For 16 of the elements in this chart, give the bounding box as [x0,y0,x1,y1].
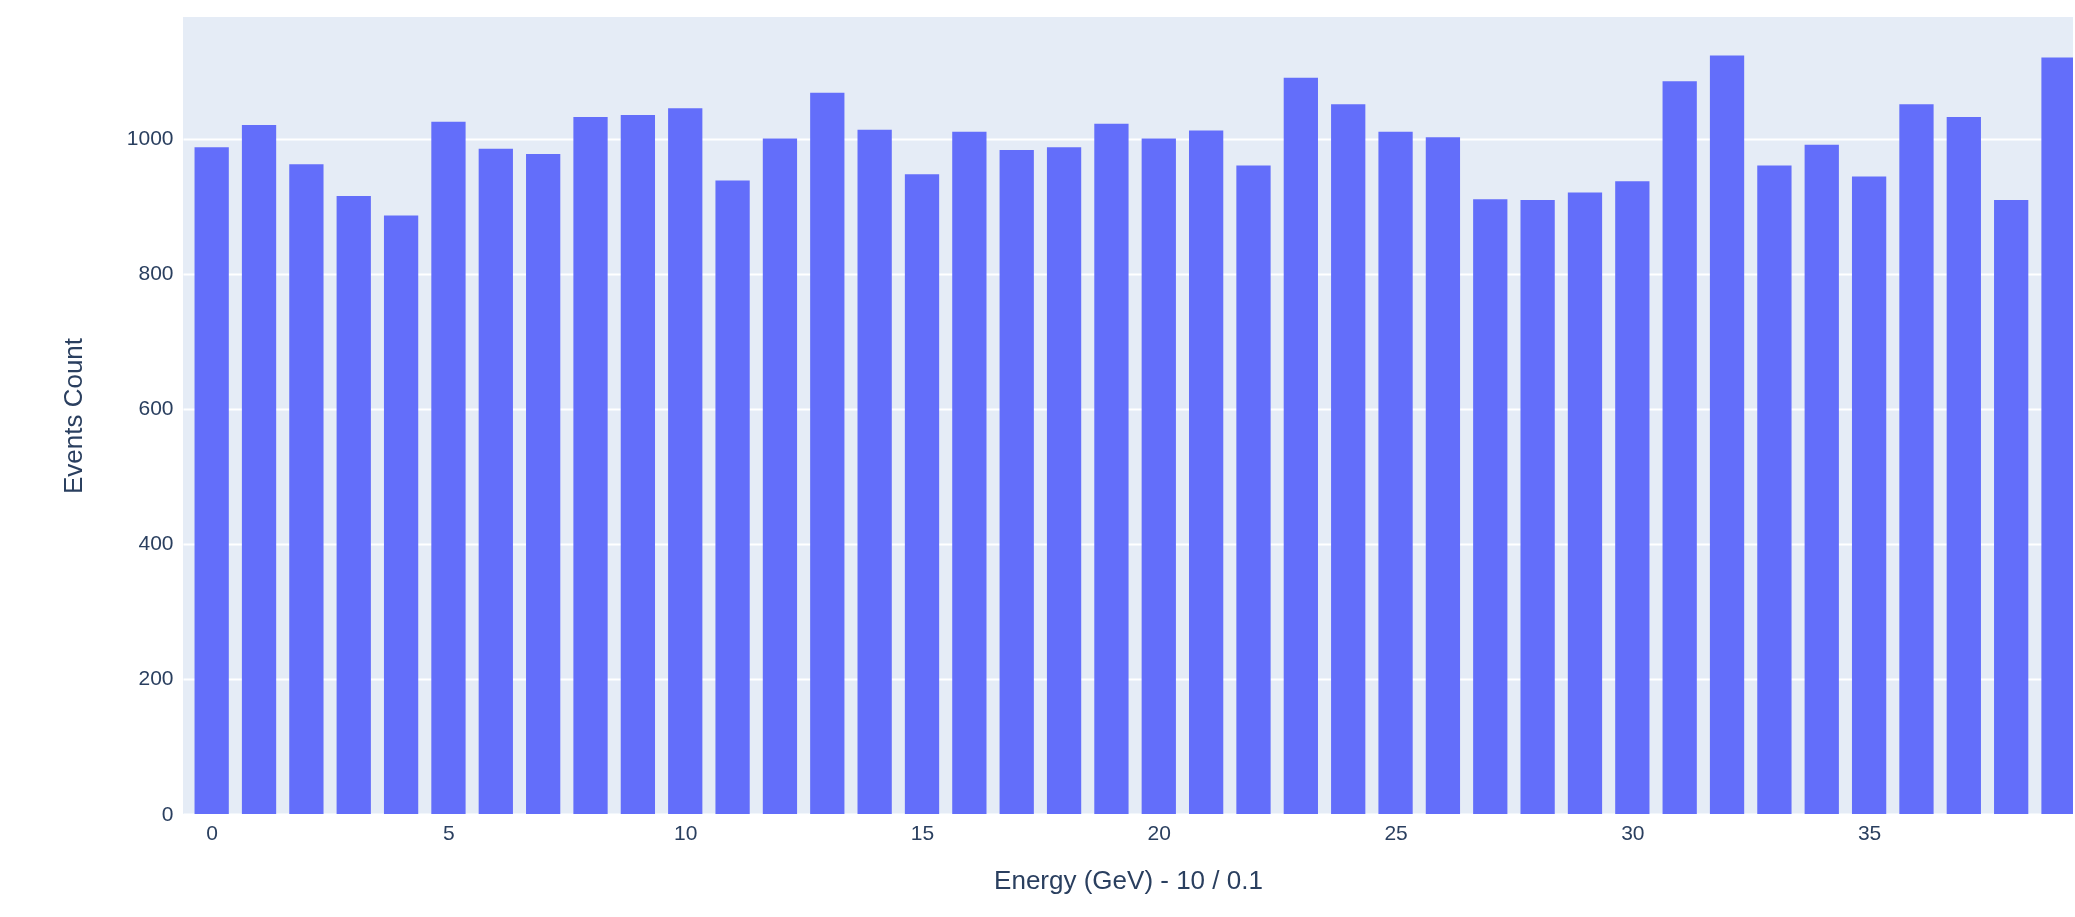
x-tick-label: 35 [1857,820,1882,844]
y-axis-title: Events Count [57,337,88,495]
y-tick-label: 600 [138,396,174,420]
x-tick-label: 10 [674,820,698,844]
y-tick-label: 1000 [126,126,174,150]
y-tick-label: 400 [138,531,174,555]
x-axis-title: Energy (GeV) - 10 / 0.1 [994,864,1263,895]
x-tick-label: 30 [1621,820,1645,844]
x-tick-label: 20 [1147,820,1171,844]
y-tick-label: 0 [161,801,174,825]
x-tick-label: 5 [443,820,455,844]
x-tick-label: 15 [910,820,935,844]
y-tick-label: 200 [138,666,174,690]
y-tick-label: 800 [138,261,174,285]
x-tick-label: 0 [206,820,219,844]
x-tick-label: 25 [1384,820,1408,844]
